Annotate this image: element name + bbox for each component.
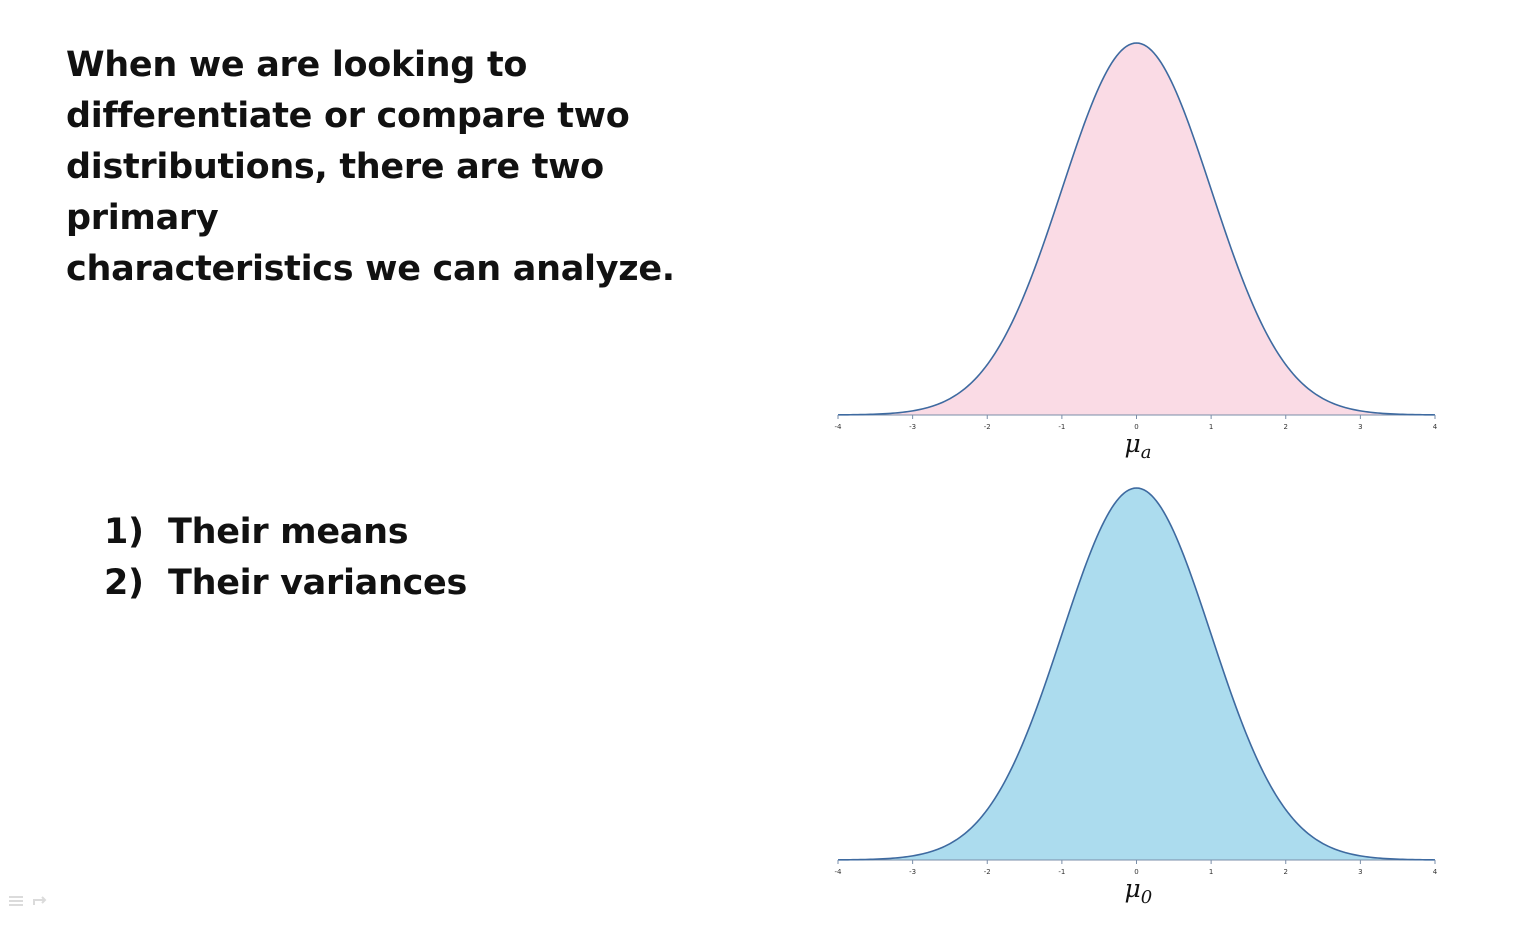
x-tick-label: 4 [1433, 868, 1438, 876]
slide-controls [8, 894, 48, 912]
characteristics-list: 1) Their means 2) Their variances [104, 507, 467, 609]
distribution-area [838, 43, 1435, 415]
x-tick-label: -2 [984, 423, 991, 431]
list-item-label: Their variances [168, 563, 468, 603]
x-tick-label: 2 [1284, 868, 1288, 876]
chart-svg: -4 -3 -2 -1 0 1 2 3 4 μa [835, 42, 1438, 463]
list-item-number: 2) [104, 563, 144, 603]
x-tick-label: 2 [1284, 423, 1288, 431]
x-tick-label: 4 [1433, 423, 1438, 431]
list-item-number: 1) [104, 512, 144, 552]
x-axis-label: μ0 [1125, 874, 1153, 908]
list-item-label: Their means [168, 512, 409, 552]
distribution-area [838, 488, 1435, 860]
x-tick-label: 1 [1209, 423, 1213, 431]
x-tick-label: -1 [1058, 868, 1065, 876]
x-tick-label: 3 [1358, 868, 1362, 876]
x-tick-label: -3 [909, 423, 916, 431]
distribution-chart-0: -4 -3 -2 -1 0 1 2 3 4 μ0 [828, 465, 1444, 925]
x-tick-label: -4 [835, 868, 843, 876]
x-tick-label: 1 [1209, 868, 1213, 876]
list-item: 2) Their variances [104, 558, 467, 609]
x-tick-label: 3 [1358, 423, 1362, 431]
x-tick-label: 0 [1134, 423, 1138, 431]
x-tick-label: -1 [1058, 423, 1065, 431]
menu-icon[interactable] [8, 894, 24, 912]
x-tick-label: 0 [1134, 868, 1138, 876]
distribution-chart-a: -4 -3 -2 -1 0 1 2 3 4 μa [828, 20, 1444, 480]
redo-icon[interactable] [32, 894, 48, 912]
distribution-curve [837, 487, 1436, 861]
list-item: 1) Their means [104, 507, 467, 558]
x-axis-label: μa [1125, 429, 1152, 463]
distribution-curve [837, 42, 1436, 416]
chart-svg: -4 -3 -2 -1 0 1 2 3 4 μ0 [835, 487, 1438, 908]
x-tick-label: -4 [835, 423, 843, 431]
intro-text: When we are looking to differentiate or … [66, 45, 675, 289]
x-tick-label: -2 [984, 868, 991, 876]
x-tick-label: -3 [909, 868, 916, 876]
